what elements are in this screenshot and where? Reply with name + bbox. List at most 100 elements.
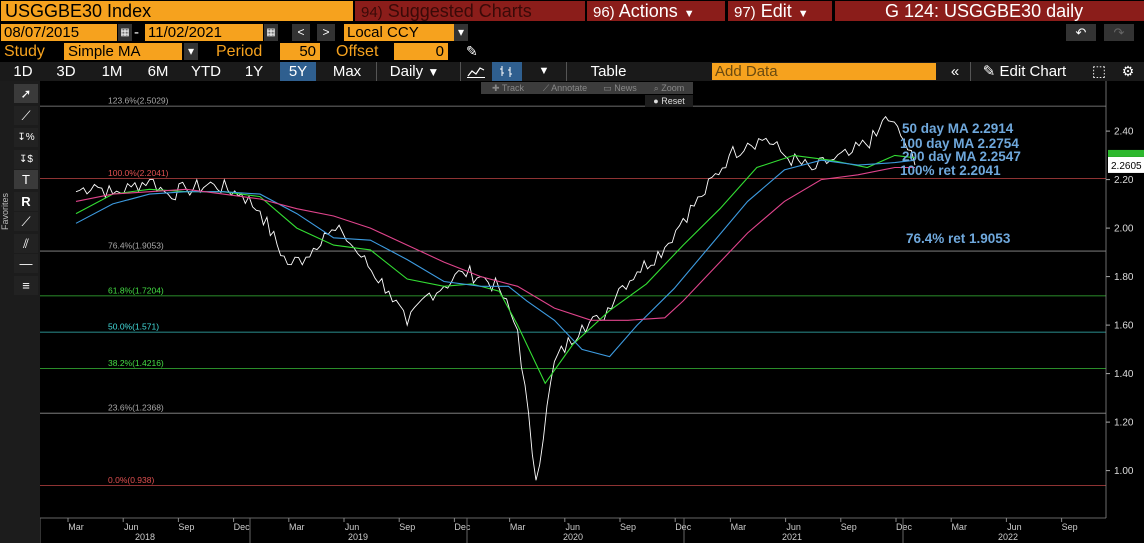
draw-line-icon[interactable]: ⟋ <box>14 106 38 125</box>
annotate-button[interactable]: ⟋ Annotate <box>535 82 595 94</box>
horizontal-line-icon[interactable]: — <box>14 254 38 273</box>
add-data-input[interactable] <box>712 63 936 80</box>
period-5y[interactable]: 5Y <box>280 62 316 81</box>
start-date: 08/07/2015 <box>4 24 80 41</box>
edit-chart-button[interactable]: ✎ Edit Chart <box>970 62 1078 81</box>
track-button[interactable]: ✚ Track <box>481 82 535 94</box>
pencil-icon[interactable]: ✎ <box>466 43 478 59</box>
period-6m[interactable]: 6M <box>147 63 169 80</box>
more-tools-icon[interactable]: ≡ <box>14 276 38 295</box>
start-calendar-icon[interactable]: ▦ <box>118 24 132 41</box>
currency-dropdown-icon[interactable]: ▾ <box>454 24 468 41</box>
year-label-2: 2020 <box>563 532 583 542</box>
y-tick-label-6: 2.20 <box>1114 175 1134 186</box>
bar-chart-icon[interactable] <box>492 62 522 81</box>
x-tick-label-9: Jun <box>566 522 581 532</box>
x-tick-label-10: Sep <box>620 522 636 532</box>
retracement-tool-icon[interactable]: R <box>14 192 38 211</box>
period-max[interactable]: Max <box>332 63 362 80</box>
suggested-number: 94) <box>361 4 383 21</box>
x-tick-label-1: Jun <box>124 522 139 532</box>
fib-label-1: 100.0%(2.2041) <box>108 168 169 178</box>
end-date-field[interactable]: 11/02/2021 <box>145 24 263 41</box>
x-tick-label-11: Dec <box>675 522 692 532</box>
add-data-field[interactable] <box>712 63 936 80</box>
actions-menu-button[interactable]: 96) Actions ▼ <box>587 1 725 21</box>
period-ytd[interactable]: YTD <box>191 63 221 80</box>
channel-tool-icon[interactable]: ⫽ <box>14 234 38 253</box>
table-button[interactable]: Table <box>566 62 650 81</box>
gear-icon[interactable]: ⚙ <box>1121 63 1135 79</box>
range-dash: - <box>134 24 139 41</box>
annotation-3: 100% ret 2.2041 <box>900 163 1001 178</box>
period-1m[interactable]: 1M <box>101 63 123 80</box>
next-range-button[interactable]: > <box>317 24 335 41</box>
study-value: Simple MA <box>68 43 141 60</box>
x-tick-label-16: Mar <box>951 522 967 532</box>
percent-tool-icon[interactable]: ↧% <box>14 128 38 147</box>
favorites-tab[interactable]: Favorites <box>0 192 10 230</box>
line-chart-icon[interactable] <box>460 62 490 81</box>
track-label: Track <box>501 83 525 93</box>
year-label-4: 2022 <box>998 532 1018 542</box>
year-label-1: 2019 <box>348 532 368 542</box>
fib-label-3: 61.8%(1.7204) <box>108 285 164 295</box>
period-1y[interactable]: 1Y <box>244 63 264 80</box>
chevron-right-icon: > <box>322 25 330 39</box>
fib-label-5: 38.2%(1.4216) <box>108 358 164 368</box>
y-tick-label-0: 1.00 <box>1114 466 1134 477</box>
x-tick-label-8: Mar <box>510 522 526 532</box>
currency-select[interactable]: Local CCY <box>344 24 454 41</box>
edit-chart-pencil-icon: ✎ <box>982 63 996 80</box>
period-1d[interactable]: 1D <box>13 63 33 80</box>
end-calendar-icon[interactable]: ▦ <box>264 24 278 41</box>
security-field[interactable]: USGGBE30 Index <box>1 1 353 21</box>
x-tick-label-17: Jun <box>1007 522 1022 532</box>
offset-field[interactable]: 0 <box>394 43 448 60</box>
series-line-0 <box>75 115 916 481</box>
edit-caret-icon: ▼ <box>797 8 809 20</box>
undo-icon[interactable]: ↶ <box>1066 24 1096 41</box>
frequency-select[interactable]: Daily ▼ <box>376 62 452 81</box>
suggested-charts-button[interactable]: 94) Suggested Charts <box>355 1 585 21</box>
period-label: Period <box>216 43 263 60</box>
price-tool-icon[interactable]: ↧$ <box>14 150 38 169</box>
study-dropdown-icon[interactable]: ▾ <box>184 43 198 60</box>
fib-label-7: 0.0%(0.938) <box>108 475 154 485</box>
study-select[interactable]: Simple MA <box>64 43 182 60</box>
chart-style-icon[interactable]: ⬚ <box>1091 63 1107 80</box>
x-tick-label-12: Mar <box>731 522 747 532</box>
actions-label: Actions <box>618 1 678 21</box>
annotate-label: Annotate <box>551 83 588 93</box>
x-tick-label-18: Sep <box>1062 522 1078 532</box>
chart-type-dropdown-icon[interactable]: ▼ <box>538 65 550 77</box>
period-3d[interactable]: 3D <box>56 63 76 80</box>
price-chart[interactable]: 123.6%(2.5029) 100.0%(2.2041) 76.4%(1.9053… <box>40 81 1144 543</box>
news-label: News <box>614 83 637 93</box>
redo-icon[interactable]: ↷ <box>1104 24 1134 41</box>
actions-number: 96) <box>593 4 615 21</box>
trendline-tool-icon[interactable]: ⟋ <box>14 212 38 231</box>
cursor-arrow-icon[interactable]: ➚ <box>14 84 38 103</box>
period-field[interactable]: 50 <box>280 43 320 60</box>
y-tick-label-7: 2.40 <box>1114 127 1134 138</box>
frequency-value: Daily <box>389 63 424 80</box>
edit-menu-button[interactable]: 97) Edit ▼ <box>728 1 832 21</box>
zoom-button[interactable]: ⌕ Zoom <box>645 82 693 94</box>
prev-range-button[interactable]: < <box>292 24 310 41</box>
collapse-panel-icon[interactable]: « <box>950 63 960 80</box>
start-date-field[interactable]: 08/07/2015 <box>1 24 117 41</box>
text-tool-icon[interactable]: T <box>14 170 38 189</box>
reset-button[interactable]: ● Reset <box>645 95 693 107</box>
x-tick-label-15: Dec <box>896 522 913 532</box>
window-title: G 124: USGGBE30 daily <box>835 1 1144 21</box>
fib-label-6: 23.6%(1.2368) <box>108 403 164 413</box>
news-button[interactable]: ▭ News <box>595 82 645 94</box>
reset-label: Reset <box>661 96 685 106</box>
annotation-2: 200 day MA 2.2547 <box>902 149 1021 164</box>
last-value-label: 2.2605 <box>1111 161 1142 172</box>
end-date: 11/02/2021 <box>148 24 222 41</box>
y-tick-label-2: 1.40 <box>1114 369 1134 380</box>
fib-label-2: 76.4%(1.9053) <box>108 241 164 251</box>
frequency-dropdown-icon: ▼ <box>427 65 440 79</box>
